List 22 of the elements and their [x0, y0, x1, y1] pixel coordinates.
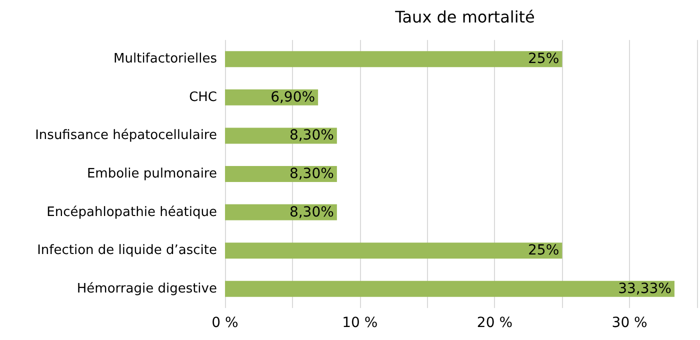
y-tick-label: CHC: [189, 90, 217, 105]
x-tick-label: 0 %: [212, 315, 238, 331]
data-label: 25%: [528, 242, 560, 259]
bar: [225, 51, 562, 68]
y-tick-label: Multifactorielles: [114, 52, 218, 67]
chart-title: Taux de mortalité: [394, 8, 535, 26]
bar: [225, 242, 562, 259]
y-tick-label: Infection de liquide d’ascite: [37, 243, 217, 258]
data-label: 6,90%: [270, 89, 316, 106]
y-tick-label: Embolie pulmonaire: [86, 166, 217, 182]
x-tick-label: 20 %: [476, 315, 513, 331]
x-tick-label: 10 %: [342, 315, 378, 331]
data-label: 33,33%: [618, 280, 672, 297]
data-label: 8,30%: [289, 166, 334, 182]
x-tick-label: 30 %: [612, 315, 648, 331]
data-label: 8,30%: [289, 204, 334, 220]
y-tick-label: Insufisance hépatocellulaire: [35, 128, 217, 144]
bar: [225, 280, 674, 297]
data-label: 8,30%: [289, 128, 334, 144]
y-tick-label: Hémorragie digestive: [76, 281, 217, 296]
data-label: 25%: [528, 51, 560, 68]
y-tick-label: Encépahlopathie héatique: [46, 204, 217, 220]
